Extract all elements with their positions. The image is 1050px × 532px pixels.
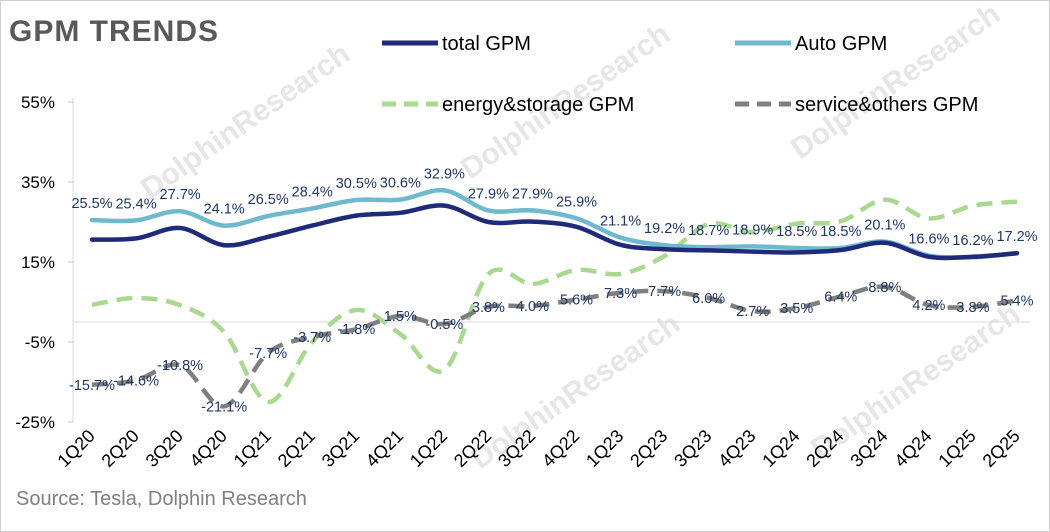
service-others-data-label: 7.7%	[648, 284, 681, 300]
auto-gpm-data-label: 16.6%	[908, 232, 949, 248]
auto-gpm-data-label: 16.2%	[952, 233, 993, 249]
auto-gpm-data-label: 20.1%	[864, 218, 905, 234]
auto-gpm-data-label: 24.1%	[204, 202, 245, 218]
x-tick-label: 1Q25	[934, 426, 979, 471]
x-tick-label: 1Q23	[582, 426, 627, 471]
service-others-data-label: 6.4%	[824, 289, 857, 305]
auto-gpm-data-label: 25.5%	[71, 196, 112, 212]
service-others-data-label: 8.8%	[868, 280, 901, 296]
auto-gpm-data-label: 21.1%	[600, 214, 641, 230]
auto-gpm-data-label: 27.7%	[160, 187, 201, 203]
chart-title: GPM TRENDS	[9, 15, 219, 48]
x-tick-label: 2Q25	[979, 426, 1024, 471]
watermark-text: DolphinResearch	[135, 37, 356, 206]
x-tick-label: 4Q21	[362, 426, 407, 471]
service-others-data-label: 5.6%	[560, 293, 593, 309]
service-others-data-label: 3.8%	[956, 300, 989, 316]
auto-gpm-data-label: 19.2%	[644, 221, 685, 237]
x-tick-label: 1Q22	[406, 426, 451, 471]
auto-gpm-data-label: 30.5%	[336, 176, 377, 192]
source-note: Source: Tesla, Dolphin Research	[16, 488, 307, 510]
service-others-data-label: 7.3%	[604, 286, 637, 302]
service-others-data-label: -14.6%	[113, 373, 159, 389]
service-others-data-label: 6.0%	[692, 291, 725, 307]
y-tick-label: 55%	[21, 93, 55, 112]
service-others-data-label: 5.4%	[1000, 293, 1033, 309]
service-others-data-label: -0.5%	[425, 317, 463, 333]
legend: total GPM Auto GPM energy&storage GPM servi…	[382, 33, 978, 116]
legend-label-total-gpm: total GPM	[442, 33, 531, 55]
x-tick-label: 2Q20	[98, 426, 143, 471]
series-layer	[89, 187, 1020, 409]
auto-gpm-data-label: 17.2%	[996, 229, 1037, 245]
auto-gpm-data-label: 25.4%	[115, 196, 156, 212]
auto-gpm-data-label: 27.9%	[512, 186, 553, 202]
series-line-total-gpm	[89, 203, 1020, 261]
service-others-data-label: -1.8%	[337, 322, 375, 338]
x-tick-label: 1Q24	[758, 426, 803, 471]
auto-gpm-data-label: 28.4%	[292, 184, 333, 200]
service-others-data-label: -21.1%	[201, 399, 247, 415]
x-tick-label: 3Q20	[142, 426, 187, 471]
auto-gpm-data-label: 30.6%	[380, 176, 421, 192]
x-tick-label: 2Q23	[626, 426, 671, 471]
x-tick-label: 4Q23	[714, 426, 759, 471]
service-others-data-label: 4.2%	[912, 298, 945, 314]
legend-label-auto-gpm: Auto GPM	[795, 33, 887, 55]
service-others-data-label: -3.7%	[293, 330, 331, 346]
data-labels: 25.5% 25.4%27.7%24.1%26.5% 28.4%30.5% 30.6%…	[69, 166, 1038, 415]
x-tick-label: 1Q20	[54, 426, 99, 471]
y-tick-label: 35%	[21, 173, 55, 192]
y-tick-label: -5%	[25, 333, 55, 352]
auto-gpm-data-label: 18.7%	[688, 223, 729, 239]
y-axis: 55% 35% 15% -5% -25%	[15, 93, 74, 432]
service-others-data-label: 3.8%	[472, 300, 505, 316]
auto-gpm-data-label: 18.5%	[820, 224, 861, 240]
x-tick-label: 1Q21	[230, 426, 275, 471]
auto-gpm-data-label: 25.9%	[556, 194, 597, 210]
x-tick-label: 3Q23	[670, 426, 715, 471]
service-others-data-label: 3.5%	[780, 301, 813, 317]
x-tick-label: 4Q20	[186, 426, 231, 471]
auto-gpm-data-label: 18.5%	[776, 224, 817, 240]
x-tick-label: 2Q21	[274, 426, 319, 471]
auto-gpm-data-label: 26.5%	[248, 192, 289, 208]
y-tick-label: -25%	[15, 413, 55, 432]
service-others-data-label: -10.8%	[157, 358, 203, 374]
y-tick-label: 15%	[21, 253, 55, 272]
service-others-data-label: -15.7%	[69, 378, 115, 394]
service-others-data-label: 4.0%	[516, 299, 549, 315]
service-others-data-label: 2.7%	[736, 304, 769, 320]
watermark-text: DolphinResearch	[785, 0, 1006, 166]
x-tick-label: 4Q24	[890, 426, 935, 471]
series-line-service-others-gpm	[91, 284, 1018, 409]
auto-gpm-data-label: 32.9%	[424, 166, 465, 182]
auto-gpm-data-label: 27.9%	[468, 186, 509, 202]
service-others-data-label: -7.7%	[249, 346, 287, 362]
auto-gpm-data-label: 18.9%	[732, 222, 773, 238]
legend-label-service-others-gpm: service&others GPM	[795, 94, 978, 116]
legend-label-energy-storage-gpm: energy&storage GPM	[442, 94, 634, 116]
x-tick-label: 3Q21	[318, 426, 363, 471]
service-others-data-label: 1.5%	[384, 309, 417, 325]
